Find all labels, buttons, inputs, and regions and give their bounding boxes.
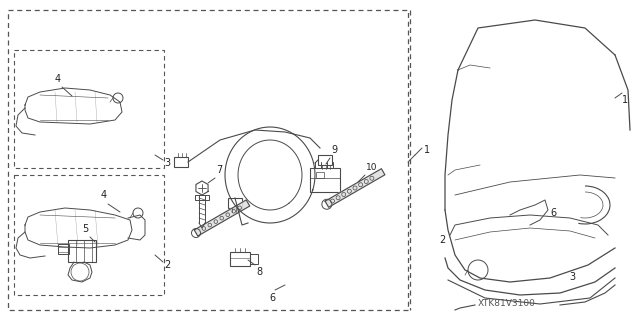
Text: 3: 3 xyxy=(164,158,170,168)
Bar xyxy=(195,195,209,200)
Bar xyxy=(310,168,340,192)
Text: 4: 4 xyxy=(101,190,107,200)
Polygon shape xyxy=(195,200,250,236)
Text: XTK81V3100: XTK81V3100 xyxy=(478,299,536,308)
Text: 8: 8 xyxy=(256,267,262,277)
Bar xyxy=(228,198,242,208)
Bar xyxy=(14,50,164,168)
Polygon shape xyxy=(325,169,385,207)
Text: 10: 10 xyxy=(366,163,378,172)
Text: 4: 4 xyxy=(55,74,61,84)
Text: 1: 1 xyxy=(622,95,628,105)
Bar xyxy=(68,240,96,262)
Bar xyxy=(316,172,324,178)
Bar xyxy=(58,244,69,254)
Bar xyxy=(174,157,188,167)
Text: 2: 2 xyxy=(164,260,170,270)
Bar xyxy=(8,10,408,310)
Text: 9: 9 xyxy=(331,145,337,155)
Bar xyxy=(230,252,250,266)
Text: 5: 5 xyxy=(82,224,88,234)
Text: 6: 6 xyxy=(269,293,275,303)
Bar xyxy=(250,254,258,264)
Bar xyxy=(318,155,332,165)
Text: 1: 1 xyxy=(424,145,430,155)
Text: 3: 3 xyxy=(569,272,575,282)
Text: 7: 7 xyxy=(216,165,222,175)
Text: 6: 6 xyxy=(550,208,556,218)
Text: 2: 2 xyxy=(439,235,445,245)
Bar xyxy=(14,175,164,295)
